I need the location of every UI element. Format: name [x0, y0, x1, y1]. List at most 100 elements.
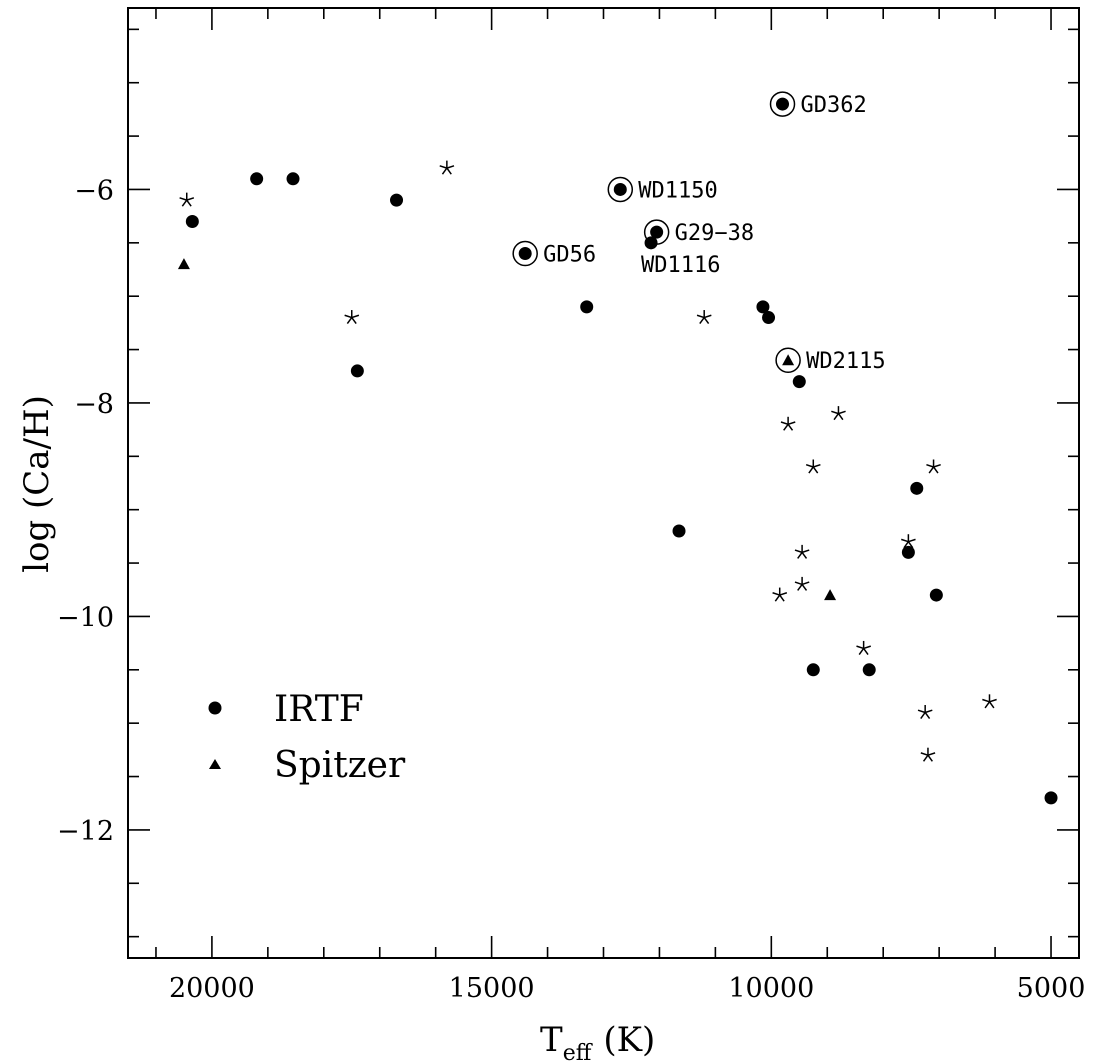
star-stroke: [982, 698, 990, 703]
star-stroke: [837, 413, 844, 421]
star-stroke: [186, 199, 192, 207]
star-stroke: [780, 421, 789, 426]
star-stroke: [351, 317, 357, 325]
y-axis-label: log (Ca/H): [17, 395, 57, 573]
star-point: [794, 544, 810, 559]
star-stroke: [797, 583, 803, 591]
data-marks: [177, 97, 1058, 805]
star-stroke: [856, 645, 864, 650]
star-stroke: [863, 645, 871, 650]
star-stroke: [917, 709, 926, 714]
irtf-point: [672, 524, 686, 538]
star-point: [772, 587, 788, 602]
star-stroke: [703, 314, 712, 319]
star-stroke: [926, 463, 934, 468]
y-tick-label: −6: [74, 175, 114, 206]
star-point: [831, 406, 846, 421]
y-tick-label: −12: [57, 816, 114, 847]
annotation-ring: [769, 91, 796, 117]
annotation-label: WD2115: [806, 349, 885, 374]
star-stroke: [699, 317, 705, 325]
x-axis-label-sub: eff: [563, 1041, 593, 1064]
star-stroke: [772, 592, 780, 596]
star-point: [696, 310, 712, 325]
legend-label-irtf: IRTF: [274, 689, 364, 730]
star-stroke: [927, 752, 936, 756]
star-stroke: [797, 551, 803, 559]
star-stroke: [933, 463, 941, 468]
x-tick-label: 20000: [169, 973, 255, 1004]
plot-frame: [127, 7, 1080, 959]
spitzer-point: [824, 589, 837, 601]
star-stroke: [446, 165, 455, 169]
legend: IRTF Spitzer: [208, 689, 406, 786]
star-stroke: [179, 197, 187, 201]
y-tick-label: −10: [57, 602, 114, 633]
star-stroke: [907, 541, 914, 549]
legend-marker-spitzer: [209, 759, 221, 769]
annotation-ring: [512, 240, 538, 267]
irtf-point: [929, 588, 943, 602]
annotation-label: WD1116: [641, 253, 720, 278]
irtf-point: [518, 247, 532, 261]
star-point: [179, 192, 195, 207]
star-stroke: [696, 314, 705, 319]
y-tick-label: −8: [74, 389, 114, 420]
star-stroke: [924, 709, 933, 714]
irtf-point: [1044, 791, 1058, 805]
irtf-point: [776, 97, 790, 111]
irtf-point: [756, 300, 770, 314]
star-point: [901, 534, 916, 549]
star-stroke: [901, 538, 909, 543]
star-point: [926, 459, 941, 474]
star-stroke: [787, 423, 794, 431]
star-stroke: [932, 466, 939, 474]
star-stroke: [779, 594, 785, 602]
spitzer-point: [177, 258, 190, 270]
annotation-label: GD56: [543, 243, 596, 268]
star-stroke: [922, 754, 929, 762]
irtf-point: [390, 193, 404, 207]
irtf-point: [350, 364, 364, 378]
irtf-point: [250, 172, 264, 186]
x-tick-label: 15000: [449, 973, 535, 1004]
star-stroke: [813, 463, 821, 468]
irtf-point: [806, 663, 820, 677]
irtf-point: [286, 172, 300, 186]
star-stroke: [989, 698, 997, 703]
star-stroke: [181, 199, 188, 207]
irtf-point: [650, 225, 664, 239]
x-axis-label: Teff (K): [540, 1020, 655, 1064]
star-stroke: [924, 712, 931, 720]
star-stroke: [344, 314, 352, 319]
x-axis-label-unit: (K): [603, 1020, 655, 1060]
star-stroke: [863, 648, 869, 655]
star-stroke: [351, 314, 360, 319]
star-stroke: [808, 466, 814, 474]
irtf-point: [901, 545, 915, 559]
star-stroke: [927, 754, 933, 762]
x-tick-label: 10000: [728, 973, 814, 1004]
star-point: [917, 704, 933, 720]
irtf-point: [862, 663, 876, 677]
annotations: GD362 WD1150 G29−38 GD56 WD1116 WD2115: [512, 91, 886, 374]
star-stroke: [801, 583, 808, 591]
tick-labels: 20000 15000 10000 5000 −6 −8 −10 −12: [57, 175, 1085, 1004]
star-stroke: [703, 317, 710, 325]
annotation-label: WD1150: [638, 178, 717, 203]
annotation-ring: [775, 347, 801, 373]
star-stroke: [920, 712, 926, 720]
star-stroke: [441, 167, 448, 175]
star-stroke: [783, 423, 789, 431]
star-stroke: [186, 197, 195, 201]
star-stroke: [928, 466, 935, 474]
star-stroke: [858, 648, 865, 655]
axis-ticks: [128, 8, 1079, 958]
star-stroke: [831, 410, 839, 415]
star-stroke: [794, 549, 803, 554]
star-point: [439, 160, 455, 175]
x-axis-label-main: T: [540, 1020, 563, 1060]
star-point: [780, 416, 796, 431]
star-point: [344, 310, 360, 325]
